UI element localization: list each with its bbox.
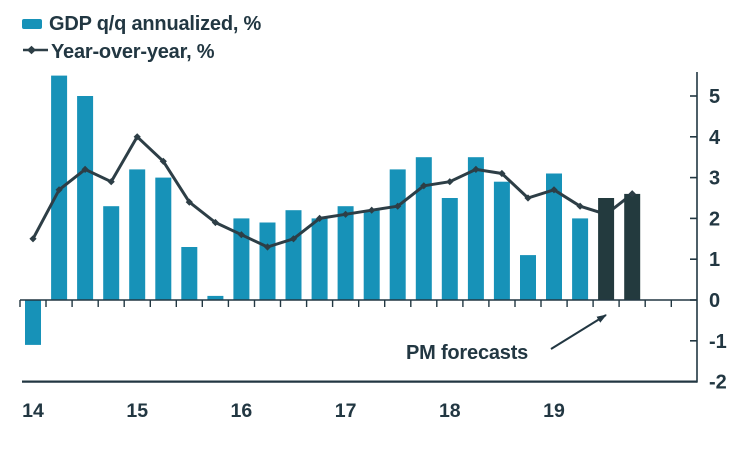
- yoy-marker-18Q3: [498, 169, 506, 178]
- x-axis-label-16: 16: [231, 400, 253, 422]
- yoy-marker-18Q1: [446, 178, 454, 186]
- yoy-marker-16Q1: [237, 231, 245, 239]
- yoy-marker-19Q2: [576, 202, 584, 210]
- bar-16Q1: [233, 218, 250, 300]
- bar-16Q2: [259, 222, 276, 300]
- legend-row-bars: GDP q/q annualized, %: [22, 10, 261, 38]
- line-series-marker-icon: [22, 43, 49, 61]
- y-axis-label-2: 2: [709, 208, 720, 230]
- bar-18Q1: [441, 198, 458, 300]
- line-series-label: Year-over-year, %: [51, 40, 215, 63]
- y-axis-label--1: -1: [709, 331, 727, 353]
- bar-19Q2: [572, 218, 589, 300]
- forecast-annotation-label: PM forecasts: [406, 342, 529, 364]
- bar-16Q4: [311, 218, 328, 300]
- y-axis-label-0: 0: [709, 290, 720, 312]
- y-axis-label-5: 5: [709, 86, 720, 108]
- bar-series-label: GDP q/q annualized, %: [49, 12, 262, 35]
- x-axis-label-14: 14: [22, 400, 44, 422]
- legend: GDP q/q annualized, % Year-over-year, %: [22, 10, 261, 66]
- bar-15Q2: [155, 177, 172, 300]
- yoy-marker-19Q1: [550, 186, 558, 194]
- y-axis-label-4: 4: [709, 127, 721, 149]
- yoy-marker-18Q2: [472, 165, 480, 173]
- x-axis-label-18: 18: [439, 400, 461, 422]
- bar-15Q3: [181, 247, 198, 300]
- x-axis-label-19: 19: [543, 400, 565, 422]
- yoy-marker-18Q4: [524, 194, 532, 202]
- bar-series-swatch: [22, 19, 42, 29]
- yoy-marker-17Q3: [394, 202, 402, 210]
- yoy-marker-15Q2: [159, 157, 167, 165]
- yoy-line: [31, 135, 634, 249]
- bar-15Q4: [207, 295, 224, 300]
- yoy-marker-14Q1: [29, 235, 37, 243]
- y-axis-label-1: 1: [709, 249, 720, 271]
- yoy-marker-14Q2: [55, 186, 63, 194]
- yoy-marker-16Q2: [263, 243, 272, 251]
- bar-15Q1: [129, 169, 146, 300]
- yoy-marker-17Q1: [342, 210, 350, 218]
- yoy-marker-final: [628, 190, 636, 198]
- yoy-marker-16Q3: [289, 235, 298, 243]
- y-axis-label-3: 3: [709, 168, 720, 190]
- yoy-marker-16Q4: [316, 214, 324, 222]
- bar-17Q3: [389, 169, 406, 300]
- bar-18Q3: [493, 181, 510, 300]
- forecast-bar-19Q3: [598, 198, 615, 300]
- yoy-marker-15Q4: [211, 218, 219, 227]
- x-axis-label-15: 15: [126, 400, 148, 422]
- yoy-marker-17Q2: [368, 206, 376, 214]
- bar-14Q1: [25, 300, 41, 345]
- bar-14Q3: [77, 96, 94, 300]
- bar-18Q2: [467, 157, 484, 300]
- forecast-arrow-icon: [550, 314, 607, 350]
- yoy-marker-17Q4: [420, 182, 428, 190]
- yoy-marker-14Q3: [81, 165, 89, 173]
- bar-14Q4: [103, 206, 120, 300]
- legend-row-line: Year-over-year, %: [22, 38, 261, 66]
- yoy-marker-15Q1: [133, 133, 141, 141]
- y-axis-label--2: -2: [709, 372, 727, 394]
- forecast-bar-19Q4: [624, 193, 641, 300]
- yoy-marker-15Q3: [185, 198, 193, 206]
- bar-16Q3: [285, 210, 302, 300]
- bar-18Q4: [520, 255, 536, 300]
- bar-17Q4: [415, 157, 432, 300]
- bar-17Q1: [337, 206, 354, 300]
- yoy-marker-14Q4: [107, 178, 115, 186]
- x-axis-label-17: 17: [335, 400, 357, 422]
- bar-17Q2: [363, 210, 380, 300]
- bar-19Q1: [546, 173, 562, 300]
